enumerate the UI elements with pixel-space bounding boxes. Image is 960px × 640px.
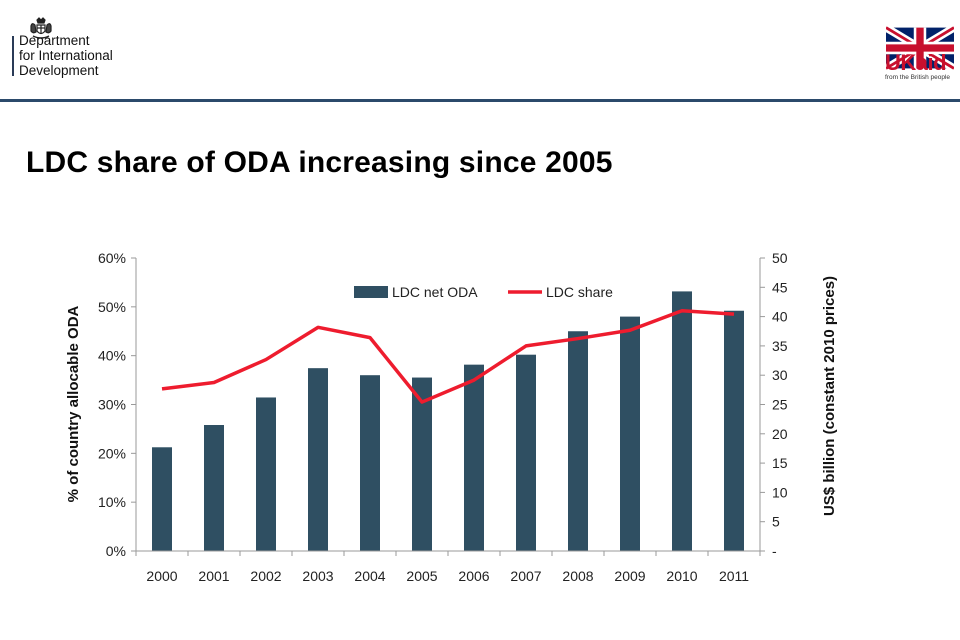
x-tick-label: 2002 [250,568,281,584]
union-jack-icon [886,24,954,72]
bar-2010 [672,291,692,551]
bar-2011 [724,310,744,551]
bar-2006 [464,364,484,551]
x-tick-label: 2004 [354,568,385,584]
right-tick-label: 15 [772,455,788,471]
ukaid-wordmark: UKaid [885,50,947,75]
x-tick-label: 2010 [666,568,697,584]
left-axis-ticks: 0% 10% 20% 30% 40% 50% 60% [98,250,136,559]
left-tick-label: 60% [98,250,126,266]
chart-legend: LDC net ODA LDC share [354,284,613,300]
x-axis-ticks: 2000 2001 2002 2003 2004 2005 2006 2007 2008 2009… [146,568,749,584]
right-tick-label: 40 [772,309,788,325]
dfid-logo [10,8,140,80]
left-axis-title: % of country allocable ODA [65,305,82,502]
chart-axes [135,258,761,556]
left-tick-label: 20% [98,445,126,461]
org-line-2: for International [19,48,113,63]
royal-coat-of-arms-icon [30,17,52,39]
ukaid-tagline: from the British people [885,74,951,81]
bar-2002 [256,397,276,551]
bar-2003 [308,368,328,551]
header-divider [0,99,960,102]
dfid-wordmark: Department for International Development [19,33,113,78]
bar-series-ldc-net-oda [152,291,744,551]
left-tick-label: 10% [98,494,126,510]
x-tick-label: 2006 [458,568,489,584]
right-tick-label: 25 [772,397,788,413]
slide-title: LDC share of ODA increasing since 2005 [26,146,613,179]
bar-2009 [620,316,640,551]
right-tick-label: - [772,543,777,559]
line-series-ldc-share [161,308,735,404]
right-tick-label: 5 [772,514,780,530]
right-tick-label: 20 [772,426,788,442]
left-tick-label: 0% [106,543,126,559]
right-tick-label: 45 [772,279,788,295]
x-tick-label: 2011 [719,568,749,584]
right-tick-label: 30 [772,367,788,383]
bar-2007 [516,354,536,551]
x-tick-label: 2003 [302,568,333,584]
x-tick-label: 2007 [510,568,541,584]
line-series-ldc-share-layer [161,308,735,404]
org-line-3: Development [19,63,99,78]
bar-2000 [152,447,172,551]
bar-2005 [412,377,432,551]
legend-swatch-ldc-net-oda [354,286,388,298]
right-axis-ticks: - 5 10 15 20 25 30 35 40 45 50 [760,250,788,559]
x-tick-label: 2000 [146,568,177,584]
bar-2001 [204,425,224,551]
left-tick-label: 50% [98,299,126,315]
dfid-logo-bar [12,36,14,76]
org-line-1: Department [19,33,90,48]
x-tick-label: 2008 [562,568,593,584]
right-tick-label: 35 [772,338,788,354]
x-tick-label: 2005 [406,568,437,584]
right-axis-title: US$ billion (constant 2010 prices) [821,276,838,516]
left-tick-label: 30% [98,397,126,413]
x-tick-label: 2009 [614,568,645,584]
bar-2004 [360,375,380,551]
right-tick-label: 10 [772,484,788,500]
left-tick-label: 40% [98,348,126,364]
legend-label-ldc-net-oda: LDC net ODA [392,284,478,300]
bar-2008 [568,331,588,551]
x-tick-label: 2001 [198,568,229,584]
right-tick-label: 50 [772,250,788,266]
legend-label-ldc-share: LDC share [546,284,613,300]
